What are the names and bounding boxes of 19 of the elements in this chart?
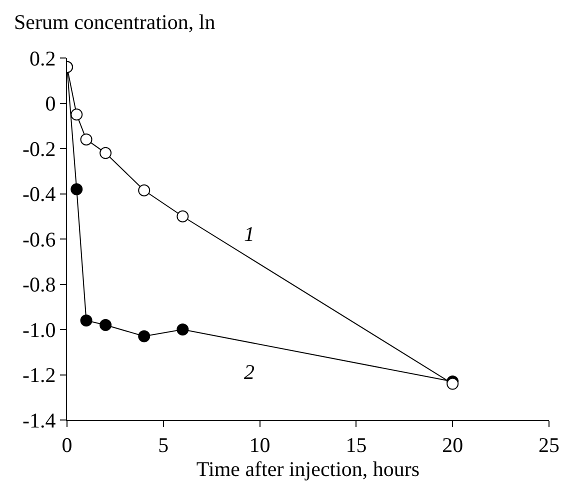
x-tick-label: 20 <box>442 433 464 458</box>
x-tick-label: 15 <box>346 433 367 458</box>
series-label: 2 <box>244 360 255 384</box>
x-tick-label: 0 <box>62 433 72 458</box>
x-tick-label: 25 <box>538 433 560 458</box>
y-axis-title: Serum concentration, ln <box>14 10 216 34</box>
y-tick-label: -1.0 <box>22 318 56 342</box>
x-tick-label: 5 <box>158 433 169 458</box>
y-tick-label: -0.6 <box>22 227 56 252</box>
y-tick-label: 0.2 <box>30 46 56 70</box>
y-tick-label: -1.4 <box>22 408 56 432</box>
y-tick-label: -0.2 <box>22 136 56 161</box>
y-tick-label: -1.2 <box>22 363 56 388</box>
y-tick-label: -0.8 <box>22 272 56 297</box>
y-tick-label: 0 <box>45 92 56 116</box>
series-label: 1 <box>244 222 254 246</box>
y-tick-label: -0.4 <box>22 182 56 206</box>
x-tick-label: 10 <box>249 433 270 458</box>
x-axis-title: Time after injection, hours <box>196 457 420 482</box>
